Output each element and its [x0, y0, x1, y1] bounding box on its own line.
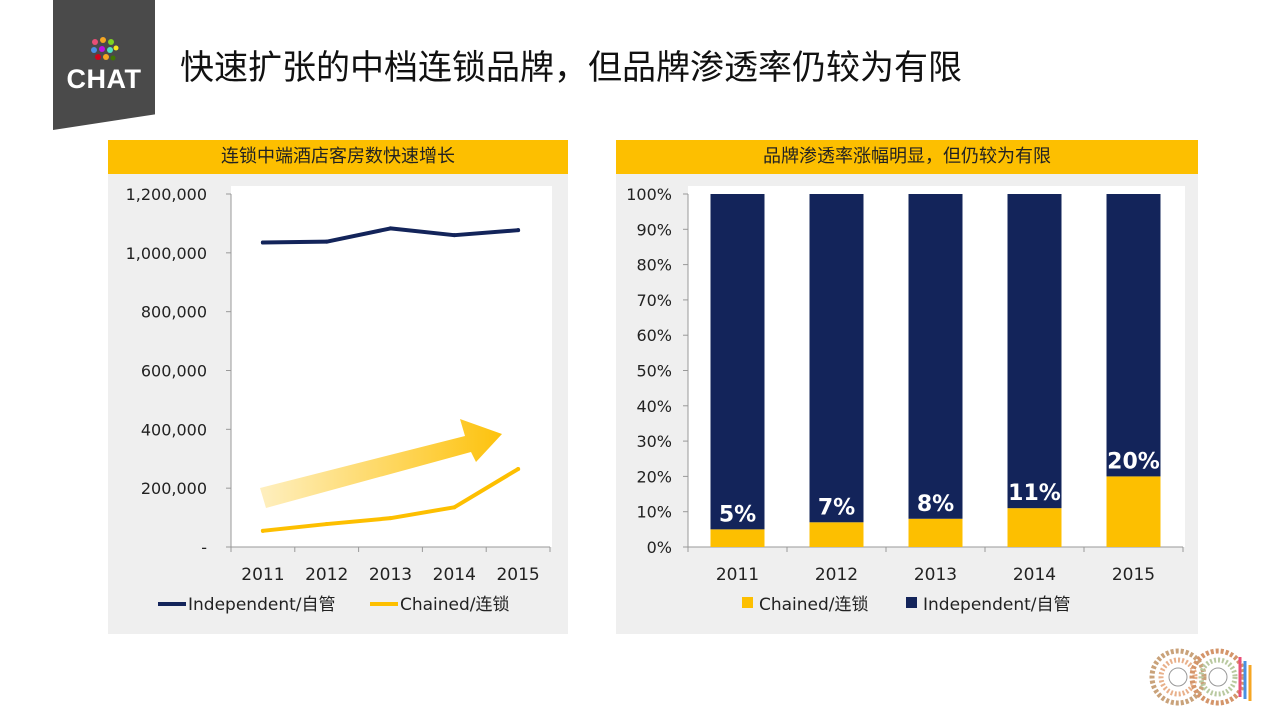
bar-segment-0 — [1106, 476, 1161, 547]
series-point-1 — [260, 528, 265, 533]
y-tick-label: 100% — [626, 185, 672, 204]
bar-segment-0 — [809, 522, 864, 547]
line-chart: - 200,000 400,000 600,000 800,000 1,000,000 1,… — [126, 185, 552, 615]
x-tick-label: 2014 — [433, 565, 476, 585]
y-tick-label: 600,000 — [141, 362, 207, 381]
y-tick-label: 50% — [636, 362, 672, 381]
legend-label-0: Independent/自管 — [188, 595, 335, 615]
series-point-1 — [324, 522, 329, 527]
legend-label-1: Independent/自管 — [923, 595, 1070, 615]
bar-data-label: 11% — [1008, 481, 1061, 506]
series-point-1 — [388, 516, 393, 521]
y-tick-label: 60% — [636, 326, 672, 345]
series-point-0 — [260, 240, 265, 245]
y-tick-label: 30% — [636, 432, 672, 451]
legend-label-1: Chained/连锁 — [400, 595, 510, 615]
trend-arrow-icon — [260, 419, 502, 508]
x-tick-label: 2011 — [716, 565, 759, 585]
stacked-bar-chart: 0% 10% 20% 30% 40% 50% 60% 70% 80% 90% 100% 2011 201… — [626, 185, 1185, 615]
y-tick-label: 200,000 — [141, 479, 207, 498]
y-tick-label: 800,000 — [141, 303, 207, 322]
legend-swatch-0 — [742, 597, 753, 608]
bar-data-label: 8% — [917, 492, 954, 517]
y-tick-label: 40% — [636, 397, 672, 416]
series-point-0 — [452, 233, 457, 238]
logo-text: CHAT — [66, 64, 142, 94]
bar-data-label: 5% — [719, 502, 756, 527]
x-tick-label: 2015 — [496, 565, 539, 585]
bar-segment-1 — [908, 194, 963, 519]
y-tick-label: 0% — [647, 538, 672, 557]
bar-segment-1 — [809, 194, 864, 523]
series-point-1 — [516, 467, 521, 472]
x-tick-label: 2015 — [1112, 565, 1155, 585]
bar-data-label: 20% — [1107, 449, 1160, 474]
legend-swatch-1 — [906, 597, 917, 608]
y-tick-label: 1,200,000 — [126, 185, 207, 204]
bar-segment-1 — [1007, 194, 1062, 509]
series-point-1 — [452, 505, 457, 510]
y-tick-label: 80% — [636, 256, 672, 275]
series-point-0 — [324, 239, 329, 244]
y-tick-label: 20% — [636, 467, 672, 486]
bar-segment-1 — [1106, 194, 1161, 477]
left-chart-panel: 连锁中端酒店客房数快速增长 - 200,000 400,000 600,000 800,… — [108, 140, 568, 634]
x-tick-label: 2012 — [305, 565, 348, 585]
x-tick-label: 2013 — [369, 565, 412, 585]
x-tick-label: 2011 — [241, 565, 284, 585]
decorative-rings-icon — [1149, 648, 1252, 706]
x-tick-label: 2012 — [815, 565, 858, 585]
series-point-0 — [516, 228, 521, 233]
right-chart-panel: 品牌渗透率涨幅明显，但仍较为有限 0% 10% 20% 30% 40% 50% 60% 70%… — [616, 140, 1198, 634]
y-tick-label: 10% — [636, 503, 672, 522]
y-tick-label: 1,000,000 — [126, 244, 207, 263]
right-chart-title: 品牌渗透率涨幅明显，但仍较为有限 — [616, 140, 1198, 174]
slide-title: 快速扩张的中档连锁品牌，但品牌渗透率仍较为有限 — [180, 48, 962, 88]
logo-dots-icon — [91, 37, 119, 61]
y-tick-label: 90% — [636, 220, 672, 239]
x-tick-label: 2013 — [914, 565, 957, 585]
bar-segment-0 — [908, 518, 963, 547]
bar-segment-0 — [1007, 508, 1062, 547]
legend-label-0: Chained/连锁 — [759, 595, 869, 615]
chat-logo: CHAT — [53, 0, 155, 130]
x-tick-label: 2014 — [1013, 565, 1056, 585]
bar-segment-0 — [710, 529, 765, 547]
bar-segment-1 — [710, 194, 765, 530]
series-point-0 — [388, 226, 393, 231]
left-chart-title: 连锁中端酒店客房数快速增长 — [108, 140, 568, 174]
y-tick-label: 400,000 — [141, 420, 207, 439]
y-tick-label: - — [201, 538, 207, 557]
bar-data-label: 7% — [818, 495, 855, 520]
y-tick-label: 70% — [636, 291, 672, 310]
